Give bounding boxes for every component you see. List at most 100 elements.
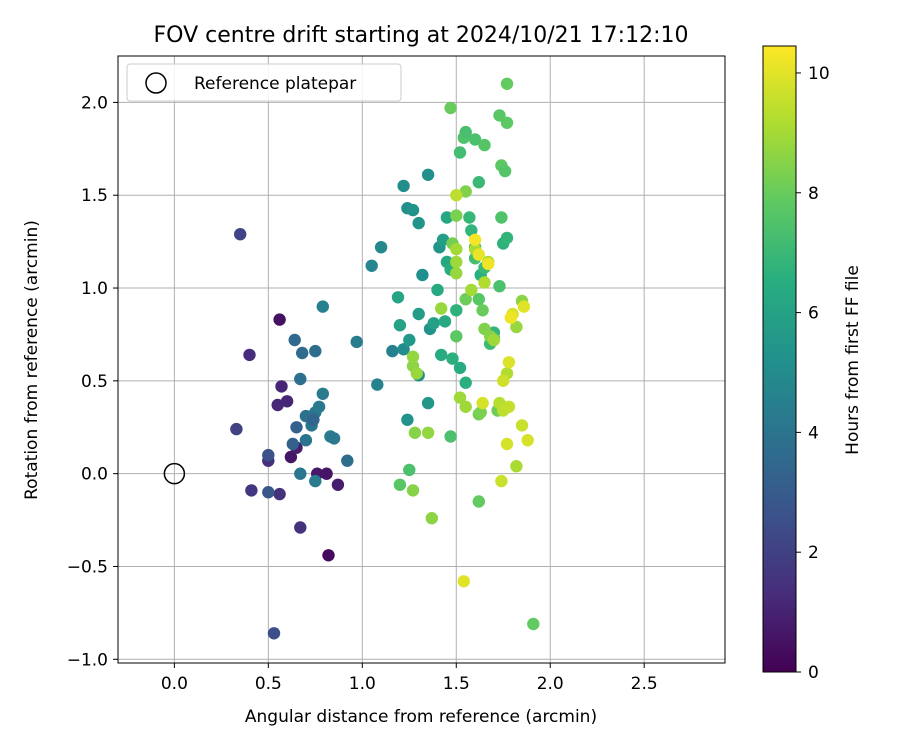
colorbar-tick-label: 10: [808, 64, 830, 84]
colorbar-tick-label: 8: [808, 184, 819, 204]
data-point: [243, 348, 256, 362]
y-tick-label: 1.5: [81, 186, 108, 206]
legend-label: Reference platepar: [194, 74, 356, 94]
y-axis-label: Rotation from reference (arcmin): [22, 220, 42, 500]
data-point: [416, 268, 429, 282]
data-point: [230, 422, 243, 436]
data-point: [450, 255, 463, 269]
data-point: [406, 203, 420, 217]
data-point: [435, 302, 448, 315]
data-point: [280, 395, 294, 408]
data-point: [444, 430, 457, 443]
colorbar-label: Hours from first FF file: [843, 265, 863, 455]
data-point: [478, 276, 491, 289]
data-point: [500, 77, 514, 91]
data-point: [468, 133, 482, 146]
data-point: [374, 241, 388, 254]
data-point: [463, 211, 476, 224]
data-point: [504, 311, 517, 324]
data-point: [476, 304, 489, 317]
data-point: [234, 228, 247, 241]
data-point: [403, 463, 416, 477]
data-point: [309, 474, 322, 488]
data-point: [421, 396, 435, 410]
data-point: [482, 257, 495, 271]
data-point: [371, 378, 384, 391]
data-point: [465, 224, 478, 237]
legend-box: [126, 63, 402, 102]
data-point: [406, 350, 420, 363]
data-point: [446, 352, 459, 365]
data-point: [245, 484, 258, 497]
data-point: [267, 627, 281, 640]
data-point: [440, 211, 454, 224]
data-point: [401, 413, 414, 426]
data-point: [284, 450, 298, 464]
data-point: [472, 176, 485, 189]
plot-frame: [117, 55, 726, 664]
data-point: [476, 396, 489, 410]
colorbar: [762, 45, 797, 673]
data-point: [459, 185, 472, 198]
data-point: [275, 380, 288, 393]
data-point: [262, 448, 275, 462]
legend-marker-icon: [145, 72, 167, 94]
data-point: [498, 164, 512, 178]
data-point: [457, 575, 470, 588]
data-point: [403, 333, 416, 347]
data-point: [331, 478, 345, 491]
x-tick-label: 2.5: [631, 674, 658, 694]
data-point: [450, 209, 463, 222]
x-axis-ticks: 0.0 0.5 1.0 1.5 2.0 2.5: [161, 663, 658, 694]
data-point: [502, 356, 516, 369]
y-tick-label: 2.0: [81, 93, 108, 113]
data-point: [459, 400, 472, 413]
data-point: [406, 484, 420, 497]
data-point: [296, 346, 309, 360]
colorbar-ticks: 0 2 4 6 8 10: [796, 64, 830, 683]
data-point: [262, 486, 275, 499]
data-point: [450, 242, 463, 256]
data-point: [386, 344, 399, 358]
data-point: [453, 391, 467, 404]
data-point: [408, 426, 422, 439]
data-point: [515, 419, 529, 432]
x-tick-label: 0.0: [161, 674, 188, 694]
data-point: [450, 189, 463, 202]
data-point: [500, 231, 514, 245]
data-point: [450, 267, 463, 280]
data-point: [497, 374, 510, 387]
data-point: [397, 179, 410, 193]
data-point: [517, 300, 531, 313]
data-point: [465, 283, 478, 297]
data-point: [495, 474, 508, 488]
data-point: [444, 101, 457, 115]
colorbar-tick-label: 4: [808, 423, 819, 443]
data-point: [436, 233, 450, 246]
y-axis-ticks: −1.0 −0.5 0.0 0.5 1.0 1.5 2.0: [67, 93, 118, 670]
x-tick-label: 1.0: [349, 674, 376, 694]
reference-marker: [163, 462, 186, 485]
data-point: [453, 361, 467, 375]
data-point: [425, 512, 438, 525]
y-tick-label: −1.0: [67, 650, 108, 670]
data-point: [459, 125, 472, 139]
data-point: [459, 376, 472, 389]
data-point: [450, 304, 463, 317]
data-point: [294, 521, 307, 534]
data-point: [421, 168, 435, 181]
data-point: [393, 478, 407, 491]
data-point: [273, 487, 286, 501]
data-point: [453, 146, 467, 159]
data-point: [393, 319, 407, 332]
data-point: [410, 367, 423, 380]
data-point: [474, 406, 487, 419]
data-point: [459, 293, 472, 306]
data-point: [273, 313, 286, 326]
data-point: [412, 307, 425, 321]
data-point: [510, 460, 523, 473]
data-point: [412, 216, 425, 230]
legend: Reference platepar: [126, 63, 402, 102]
y-tick-label: 1.0: [81, 279, 108, 299]
